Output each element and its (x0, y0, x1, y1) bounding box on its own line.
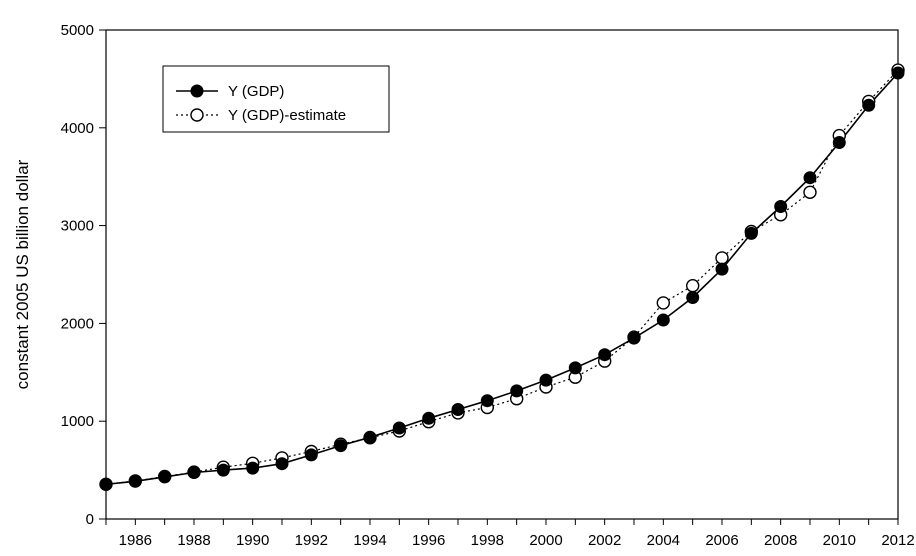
legend-label-estimate: Y (GDP)-estimate (228, 107, 346, 124)
legend-marker-gdp (190, 84, 204, 98)
point-gdp (246, 461, 260, 475)
axes: 0 1000 2000 3000 4000 5000 1986 1988 1990 1992 199… (61, 22, 915, 549)
x-tick-label: 2004 (647, 532, 680, 549)
point-gdp (510, 384, 524, 398)
point-gdp (656, 313, 670, 327)
point-gdp (275, 457, 289, 471)
point-gdp (891, 66, 905, 80)
x-tick-label: 2008 (764, 532, 797, 549)
y-tick-label: 2000 (61, 315, 94, 332)
x-tick-label: 2002 (588, 532, 621, 549)
y-tick-label: 5000 (61, 22, 94, 39)
x-tick-label: 2012 (881, 532, 914, 549)
point-gdp (304, 448, 318, 462)
point-gdp (715, 262, 729, 276)
point-gdp (803, 171, 817, 185)
point-estimate (686, 279, 700, 293)
point-gdp (128, 474, 142, 488)
point-estimate (656, 296, 670, 310)
legend-box (162, 65, 390, 133)
x-tick-label: 1998 (471, 532, 504, 549)
x-tick-label: 1988 (177, 532, 210, 549)
point-gdp (686, 291, 700, 304)
point-gdp (187, 466, 201, 479)
x-tick-label: 2000 (529, 532, 562, 549)
legend-marker-estimate (190, 108, 204, 122)
point-gdp (480, 394, 494, 408)
legend: Y (GDP) Y (GDP)-estimate (162, 65, 390, 133)
y-tick-label: 4000 (61, 120, 94, 137)
point-gdp (216, 463, 230, 477)
point-estimate (715, 251, 729, 265)
point-gdp (158, 470, 172, 484)
point-gdp (334, 439, 348, 453)
point-gdp (392, 421, 406, 435)
x-tick-label: 2010 (823, 532, 856, 549)
y-tick-label: 3000 (61, 218, 94, 235)
point-gdp (539, 373, 553, 387)
y-axis-title: constant 2005 US billion dollar (13, 159, 32, 389)
point-gdp (774, 200, 788, 213)
y-tick-label: 0 (86, 511, 94, 528)
point-gdp (627, 331, 641, 345)
point-gdp (598, 348, 612, 362)
point-gdp (568, 361, 582, 375)
series-line-gdp (105, 72, 899, 486)
point-gdp (744, 226, 758, 240)
y-tick-label: 1000 (61, 413, 94, 430)
x-tick-label: 1992 (295, 532, 328, 549)
point-gdp (363, 430, 377, 444)
point-gdp (451, 403, 465, 416)
plot-frame (105, 29, 899, 520)
legend-label-gdp: Y (GDP) (228, 83, 284, 100)
point-gdp (832, 136, 846, 149)
point-estimate (803, 185, 817, 200)
x-tick-label: 1986 (119, 532, 152, 549)
series-layer (99, 63, 905, 491)
point-gdp (422, 411, 436, 425)
x-tick-label: 1996 (412, 532, 445, 549)
x-tick-label: 1994 (353, 532, 386, 549)
point-gdp (99, 477, 113, 491)
point-gdp (862, 98, 876, 112)
x-tick-label: 2006 (705, 532, 738, 549)
x-tick-label: 1990 (236, 532, 269, 549)
